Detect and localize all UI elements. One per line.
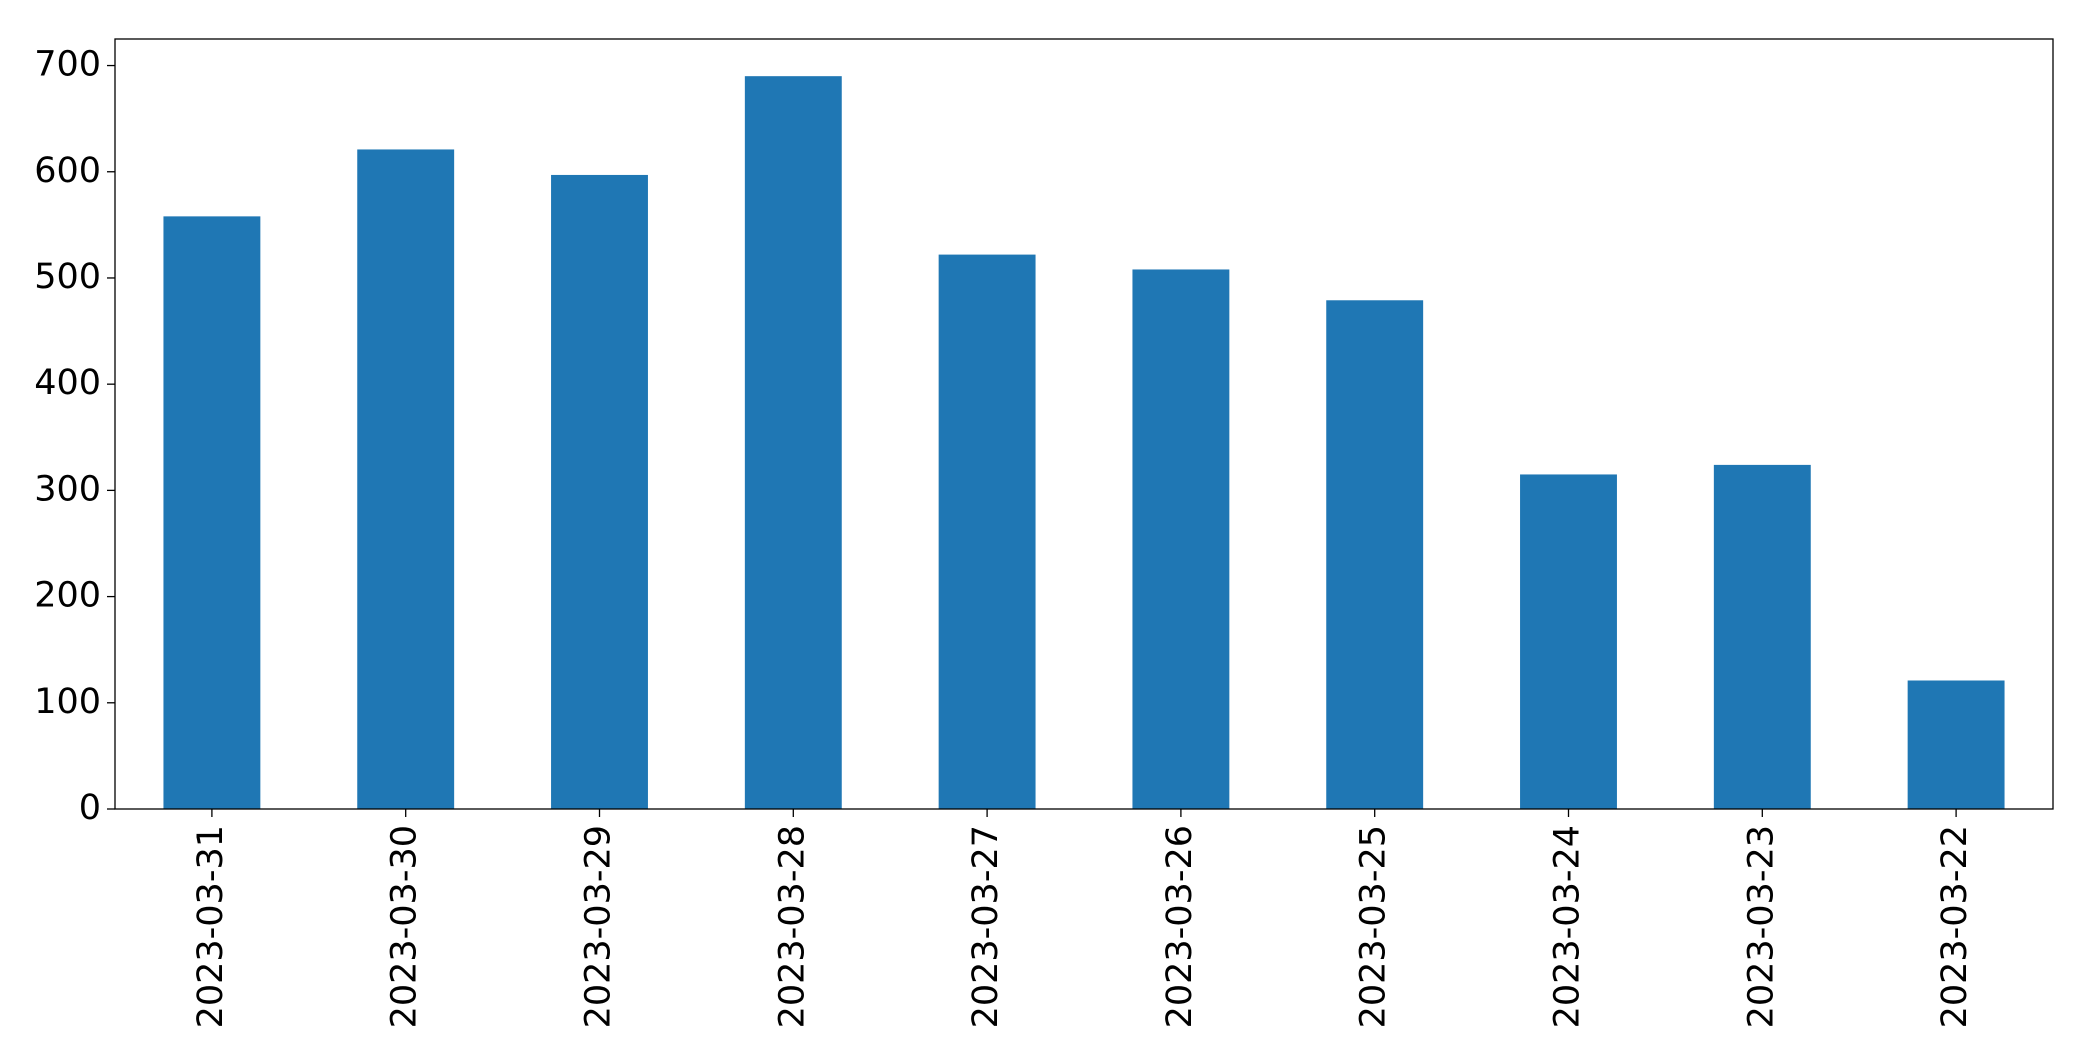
bar xyxy=(938,254,1036,810)
x-tick-label: 2023-03-23 xyxy=(1741,825,1781,1028)
x-tick-label: 2023-03-27 xyxy=(966,825,1006,1028)
x-tick-label: 2023-03-24 xyxy=(1548,825,1588,1028)
plot-frame xyxy=(114,38,2054,810)
bar xyxy=(163,216,261,809)
y-tick-label: 0 xyxy=(79,788,101,828)
bar xyxy=(1132,269,1230,809)
y-tick-label: 700 xyxy=(34,45,101,85)
bar xyxy=(1907,680,2005,809)
x-tick-label: 2023-03-25 xyxy=(1354,825,1394,1028)
bar xyxy=(1326,300,1424,809)
x-tick-label: 2023-03-30 xyxy=(385,825,425,1028)
y-tick-label: 200 xyxy=(34,576,101,616)
y-tick-label: 400 xyxy=(34,363,101,403)
x-tick-label: 2023-03-29 xyxy=(579,825,619,1028)
y-tick-label: 100 xyxy=(34,682,101,722)
bar xyxy=(1520,474,1617,809)
x-tick-label: 2023-03-28 xyxy=(772,825,812,1028)
x-tick-label: 2023-03-31 xyxy=(191,825,231,1028)
x-tick-label: 2023-03-26 xyxy=(1160,825,1200,1028)
y-tick-label: 500 xyxy=(34,257,101,297)
bar xyxy=(357,149,455,809)
x-tick-label: 2023-03-22 xyxy=(1935,825,1975,1028)
bar xyxy=(744,76,842,809)
y-tick-label: 300 xyxy=(34,469,101,509)
bar xyxy=(1713,464,1811,809)
bar xyxy=(551,174,648,809)
y-tick-label: 600 xyxy=(34,151,101,191)
